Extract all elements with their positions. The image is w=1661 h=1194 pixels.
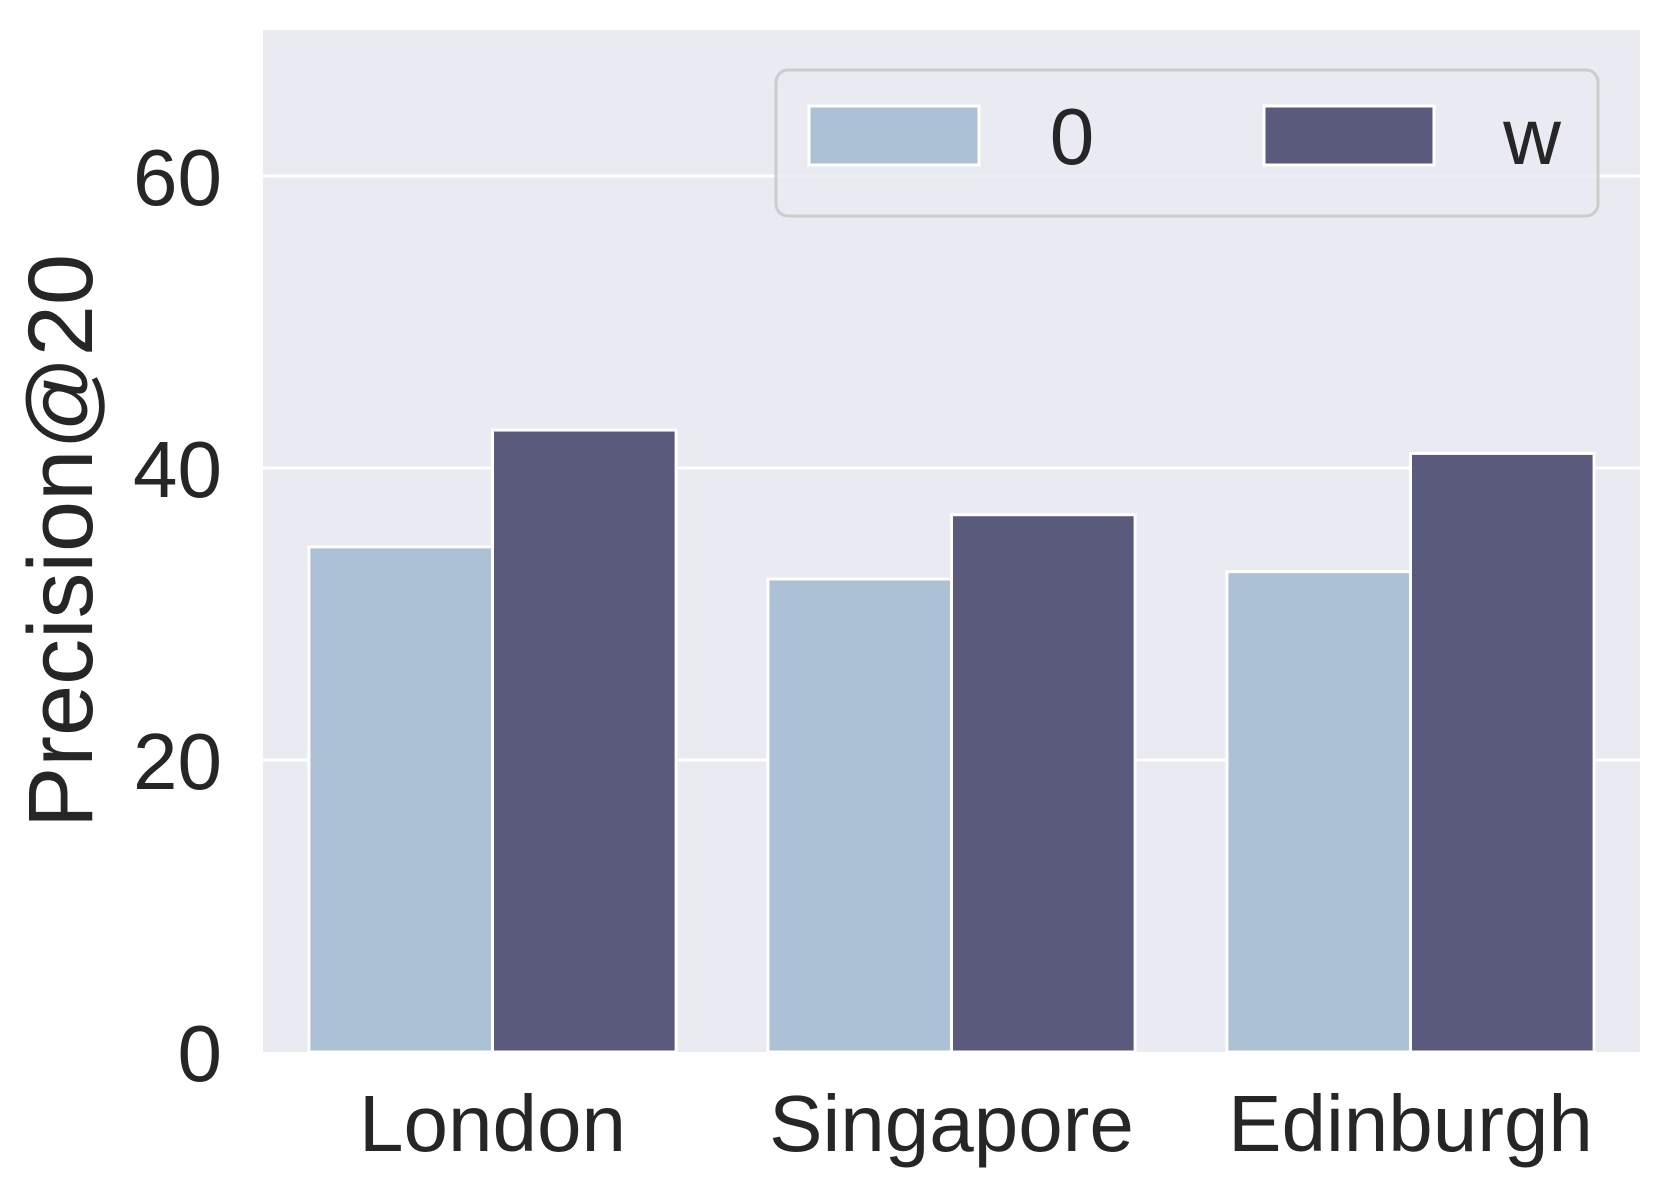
y-tick-label-40: 40 (133, 425, 222, 514)
legend-label-w: w (1502, 92, 1561, 181)
bar-singapore-w (950, 513, 1137, 1054)
bar-singapore-0 (766, 577, 954, 1054)
bar-edinburgh-0 (1225, 570, 1413, 1054)
y-tick-labels: 0 20 40 60 (133, 133, 222, 1098)
bar-london-0 (307, 545, 494, 1054)
y-axis-title: Precision@20 (10, 254, 112, 828)
x-tick-label-singapore: Singapore (769, 1079, 1134, 1168)
bar-london-w (491, 428, 678, 1054)
y-tick-label-60: 60 (133, 133, 222, 222)
bar-edinburgh-w (1409, 451, 1596, 1054)
legend-swatch-w (1262, 104, 1436, 167)
y-tick-label-0: 0 (178, 1009, 223, 1098)
y-tick-label-20: 20 (133, 717, 222, 806)
x-tick-label-edinburgh: Edinburgh (1228, 1079, 1593, 1168)
bars (307, 428, 1596, 1054)
x-tick-labels: London Singapore Edinburgh (359, 1079, 1593, 1168)
legend-label-0: 0 (1050, 92, 1095, 181)
legend: 0 w (774, 68, 1600, 218)
legend-swatch-0 (807, 104, 981, 167)
x-tick-label-london: London (359, 1079, 626, 1168)
